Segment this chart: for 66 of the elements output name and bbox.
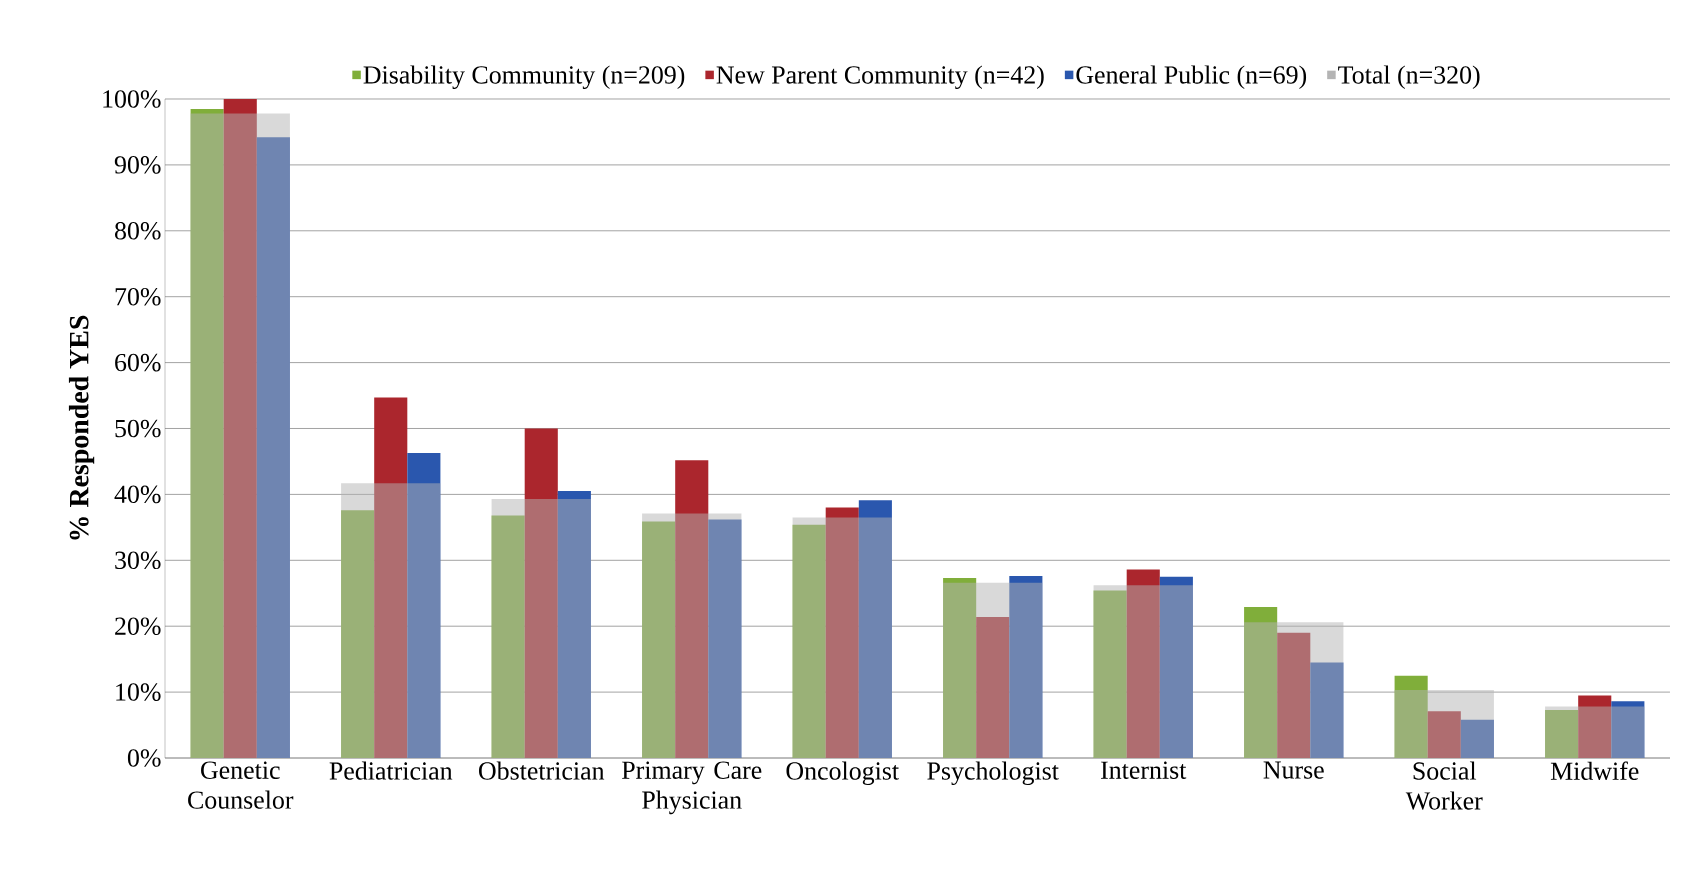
- bar: [943, 582, 1043, 758]
- bar: [708, 519, 742, 758]
- bar: [976, 616, 1010, 758]
- bar: [1009, 576, 1043, 758]
- x-tick-label: Social Worker: [1405, 761, 1483, 810]
- x-tick-label: Psychologist: [927, 761, 1059, 786]
- bar: [943, 578, 977, 758]
- bar: [1244, 622, 1344, 758]
- bar: [1394, 690, 1494, 758]
- x-tick-label: Genetic Counselor: [188, 761, 294, 809]
- bar: [858, 500, 892, 758]
- bar: [1545, 709, 1579, 758]
- y-tick-label: 70%: [115, 287, 161, 306]
- bar: [491, 515, 525, 758]
- y-tick-label: 40%: [114, 485, 161, 504]
- legend-label: Disability Community (n=209): [363, 65, 685, 90]
- bar: [1611, 701, 1645, 758]
- bar: [642, 521, 676, 758]
- y-tick-label: 90%: [114, 156, 161, 174]
- bar: [642, 513, 742, 758]
- bar: [675, 460, 709, 758]
- bar: [190, 113, 290, 758]
- bar: [1460, 719, 1494, 758]
- bar: [407, 452, 441, 758]
- bar: [1159, 576, 1193, 758]
- x-tick-label: Nurse: [1263, 761, 1324, 779]
- legend-label: General Public (n=69): [1076, 65, 1307, 89]
- bar: [792, 524, 826, 758]
- bar: [1277, 632, 1311, 758]
- y-tick-label: 30%: [115, 551, 161, 570]
- y-tick-label: 80%: [114, 222, 161, 240]
- x-tick-label: Obstetrician: [479, 761, 605, 780]
- bar: [341, 483, 441, 758]
- bar: [1244, 607, 1278, 758]
- bar: [223, 98, 257, 758]
- legend-label: Total (n=320): [1338, 65, 1480, 89]
- y-tick-label: 50%: [115, 419, 161, 438]
- x-tick-label: Pediatrician: [329, 761, 453, 780]
- x-tick-label: Oncologist: [786, 761, 899, 786]
- bar: [256, 137, 290, 758]
- legend-label: New Parent Community (n=42): [716, 65, 1044, 90]
- x-tick-label: Midwife: [1550, 761, 1639, 781]
- bar: [557, 491, 591, 758]
- x-tick-label: Primary Care Physician: [622, 761, 762, 815]
- bar: [341, 510, 375, 758]
- y-tick-label: 20%: [115, 617, 161, 635]
- bar: [1578, 695, 1612, 758]
- y-tick-label: 0%: [127, 749, 161, 767]
- x-tick-label: Internist: [1101, 761, 1187, 779]
- y-tick-label: 100%: [103, 90, 161, 108]
- y-tick-label: 10%: [116, 683, 161, 701]
- bar: [1126, 569, 1160, 758]
- y-tick-label: 60%: [115, 353, 161, 372]
- bar: [190, 108, 224, 758]
- bar: [524, 428, 558, 758]
- bar: [1310, 662, 1344, 758]
- y-axis-title: % Responded YES: [68, 315, 95, 540]
- bar: [374, 397, 408, 758]
- bar: [1093, 585, 1193, 758]
- bar: [792, 517, 892, 758]
- bar: [1427, 711, 1461, 758]
- bar: [825, 507, 859, 758]
- bar: [1394, 675, 1428, 758]
- bar: [1093, 590, 1127, 758]
- bar: [1545, 706, 1645, 758]
- bar: [491, 499, 591, 758]
